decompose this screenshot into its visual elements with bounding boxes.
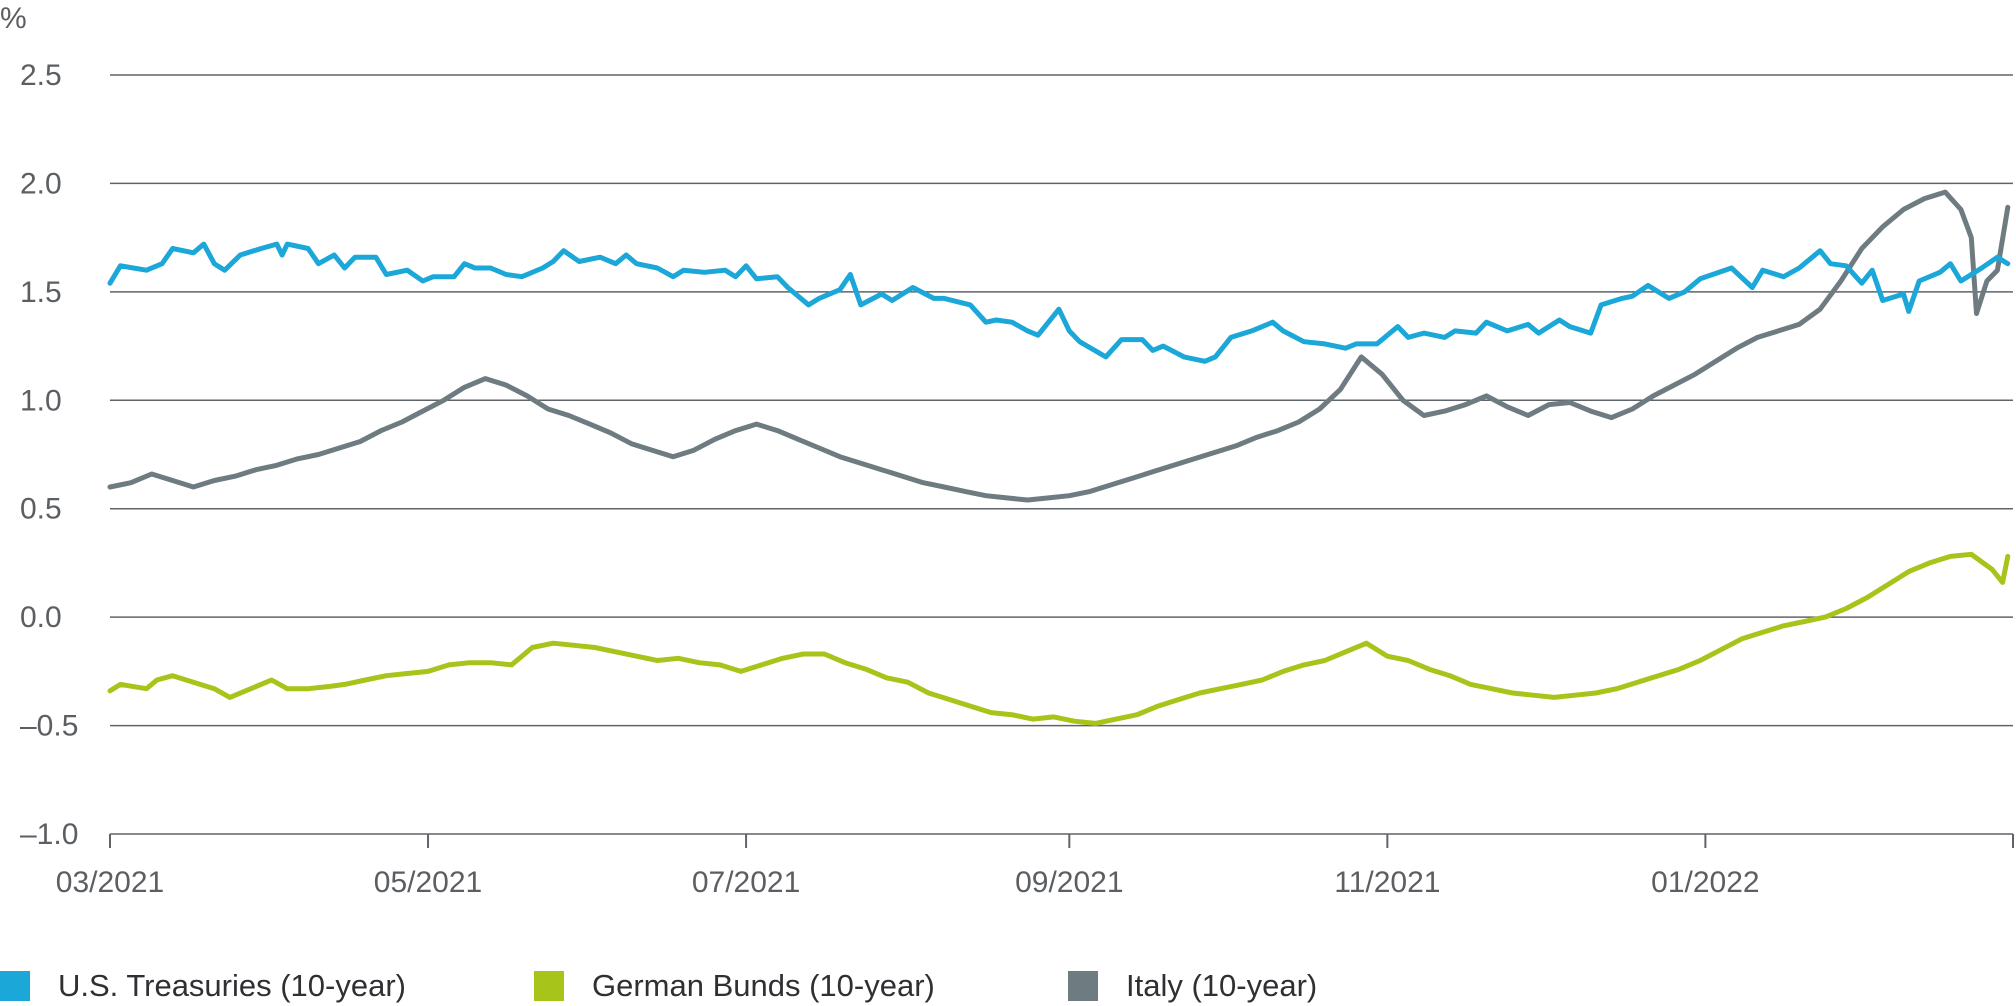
y-axis-unit-label: %: [0, 2, 27, 35]
y-tick-label: 0.5: [20, 493, 62, 526]
series-lines: [107, 189, 2011, 726]
x-axis: 03/2021 05/2021 07/2021 09/2021 11/2021 01/20…: [56, 834, 2014, 899]
gridlines: [110, 74, 2013, 835]
italy-line: [107, 189, 2011, 503]
german-bunds-line: [107, 551, 2011, 726]
x-tick-label: 09/2021: [1015, 866, 1123, 899]
legend-label-german-bunds: German Bunds (10-year): [592, 968, 935, 1003]
y-tick-label: 1.5: [20, 276, 62, 309]
y-tick-label: 2.0: [20, 167, 62, 200]
us-treasuries-line: [107, 241, 2011, 364]
y-tick-label: 1.0: [20, 384, 62, 417]
x-tick-label: 03/2021: [56, 866, 164, 899]
legend-item-italy: Italy (10-year): [1068, 968, 1317, 1004]
x-tick-label: 07/2021: [692, 866, 800, 899]
legend-swatch-us-treasuries: [0, 971, 30, 1001]
legend-label-italy: Italy (10-year): [1126, 968, 1318, 1003]
legend-swatch-italy: [1068, 971, 1098, 1001]
y-tick-label: –1.0: [20, 818, 78, 851]
y-tick-label: 2.5: [20, 59, 62, 92]
x-tick-label: 11/2021: [1334, 866, 1440, 899]
legend-swatch-german-bunds: [534, 971, 564, 1001]
x-tick-label: 05/2021: [374, 866, 482, 899]
legend-item-us-treasuries: U.S. Treasuries (10-year): [0, 968, 406, 1004]
yield-line-chart: % 2.5 2.0 1.5 1.0 0.5 0.0 –0.5 –1.0 03/2021 05/2…: [0, 2, 2014, 899]
y-tick-label: 0.0: [20, 601, 62, 634]
legend: U.S. Treasuries (10-year) German Bunds (…: [0, 968, 2016, 1004]
y-tick-label: –0.5: [20, 710, 78, 743]
legend-label-us-treasuries: U.S. Treasuries (10-year): [58, 968, 406, 1003]
legend-item-german-bunds: German Bunds (10-year): [534, 968, 935, 1004]
x-tick-label: 01/2022: [1651, 866, 1759, 899]
y-axis-labels: 2.5 2.0 1.5 1.0 0.5 0.0 –0.5 –1.0: [20, 59, 78, 851]
